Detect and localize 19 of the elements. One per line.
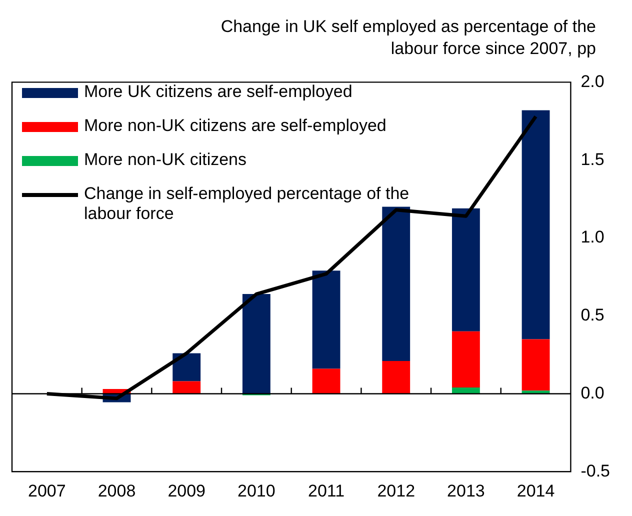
y-tick-label: -0.5 [580,461,610,480]
y-tick-label: 1.5 [580,150,604,169]
y-tick-label: 2.0 [580,72,604,91]
legend-label: More non-UK citizens are self-employed [84,116,388,136]
x-tick-label: 2011 [308,481,345,500]
legend-label: More UK citizens are self-employed [84,82,354,102]
x-tick-label: 2009 [168,481,206,500]
x-tick-label: 2014 [516,481,555,500]
legend-label: Change in self-employed percentage of the labour force [84,184,410,224]
y-tick-label: 1.0 [580,228,604,247]
y-tick-label: 0.5 [580,306,604,325]
chart-title: Change in UK self employed as percentage of the labour force since 2007, pp [220,16,596,60]
x-tick-label: 2013 [447,481,485,500]
y-tick-label: 0.0 [580,383,604,402]
legend-label: More non-UK citizens [84,150,248,170]
x-tick-label: 2007 [28,481,66,500]
x-tick-label: 2010 [238,481,276,500]
x-tick-label: 2008 [98,481,136,500]
x-tick-label: 2012 [377,481,416,500]
